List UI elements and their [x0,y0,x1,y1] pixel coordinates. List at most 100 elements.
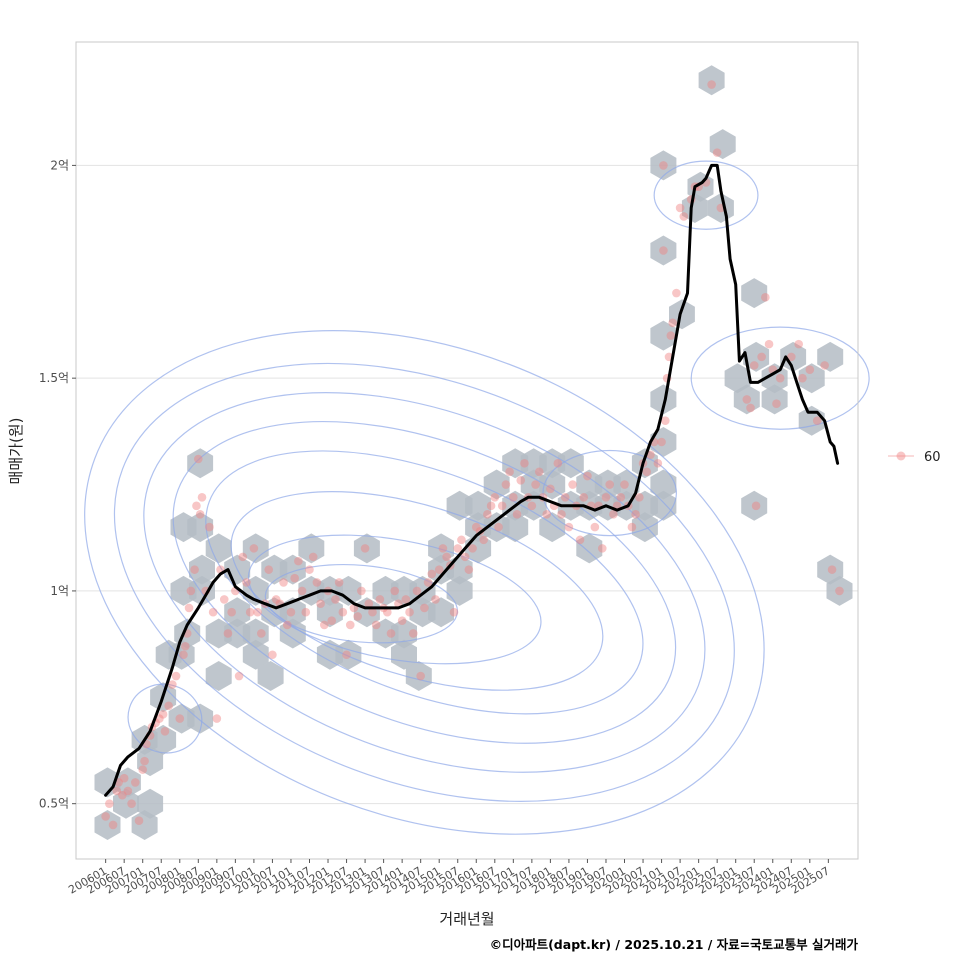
scatter-point [175,714,185,723]
scatter-point [138,765,148,774]
scatter-point [420,603,429,613]
scatter-point [286,607,296,617]
hexbin-cell [205,533,232,564]
scatter-point [635,493,644,502]
scatter-point [827,565,837,574]
scatter-point [249,544,259,553]
scatter-point [486,501,496,511]
scatter-point [223,629,233,638]
density-contour-layer [84,160,870,835]
hexbin-cell [483,469,510,500]
scatter-point [368,607,377,617]
scatter-point [642,467,652,477]
scatter-point [631,510,640,519]
hexbin-cell [242,618,269,649]
density-contour [143,392,706,773]
hexbin-cell [650,469,677,500]
hexbin-cell [669,299,695,330]
hexbin-cell [817,341,844,372]
scatter-point [794,339,804,349]
scatter-point [197,493,207,502]
scatter-point [212,714,222,723]
hexbin-cell [733,384,760,415]
scatter-point [134,816,144,826]
hexbin-cell [741,490,768,521]
density-contour [127,683,203,754]
scatter-point [798,373,807,383]
scatter-point [775,373,785,383]
density-contour [264,563,459,644]
scatter-point [386,629,396,638]
scatter-point [668,318,677,328]
scatter-point [557,510,566,519]
hexbin-layer [94,65,853,840]
hexbin-cell [826,575,853,606]
scatter-point [184,603,194,613]
hexbin-cell [709,129,736,160]
scatter-point [158,710,168,719]
scatter-point [516,475,526,485]
density-contour [113,362,735,802]
hexbin-cell [137,788,164,819]
hexbin-cell [724,363,751,394]
plot-panel [76,42,858,859]
scatter-point [301,607,311,617]
scatter-point [483,510,492,519]
scatter-point [205,522,214,532]
scatter-point [620,480,629,489]
scatter-point [749,361,759,370]
scatter-point [542,510,551,519]
hexbin-cell [465,490,492,521]
scatter-point [583,471,592,481]
scatter-point [427,569,437,579]
scatter-point [805,365,815,374]
density-contour [690,326,870,430]
scatter-point [527,501,537,511]
legend-key-point [896,451,906,461]
scatter-point [119,773,129,783]
hexbin-cell [741,278,768,309]
scatter-point [123,786,133,796]
scatter-point [553,458,563,468]
scatter-point [268,650,277,660]
scatter-point [294,556,303,566]
hexbin-cell [353,533,380,564]
hexbin-cell [224,597,251,628]
scatter-point [257,629,266,638]
density-contour [205,450,644,715]
trend-line [104,163,840,797]
scatter-point [438,544,448,553]
scatter-point [431,595,440,604]
legend-label: 60 [924,450,941,465]
scatter-point [812,416,822,426]
scatter-point [320,620,329,630]
scatter-point [497,501,507,511]
scatter-point [471,522,481,532]
y-tick-label: 2억 [50,158,69,172]
scatter-point [194,454,203,464]
x-axis: 2006012006072007012007072008012008072009… [66,859,832,897]
scatter-point [331,595,340,604]
scatter-point [383,607,392,617]
scatter-point [190,565,199,574]
scatter-point [101,812,110,821]
scatter-point [108,820,118,830]
scatter-point [672,288,681,298]
scatter-point [371,620,381,630]
scatter-point [357,586,366,596]
hexbin-cell [650,490,677,521]
scatter-point [423,578,433,587]
scatter-point [453,544,463,553]
scatter-point [327,616,337,626]
hexbin-cell [94,810,121,840]
hexbin-cell [650,320,677,351]
hexbin-cell [242,533,269,564]
density-contour [84,330,765,835]
scatter-point [464,565,474,574]
hexbin-cell [817,554,844,585]
scatter-point [338,607,348,617]
scatter-point [579,493,589,502]
scatter-point [560,493,570,502]
scatter-point [531,480,540,489]
scatter-point [305,565,314,574]
